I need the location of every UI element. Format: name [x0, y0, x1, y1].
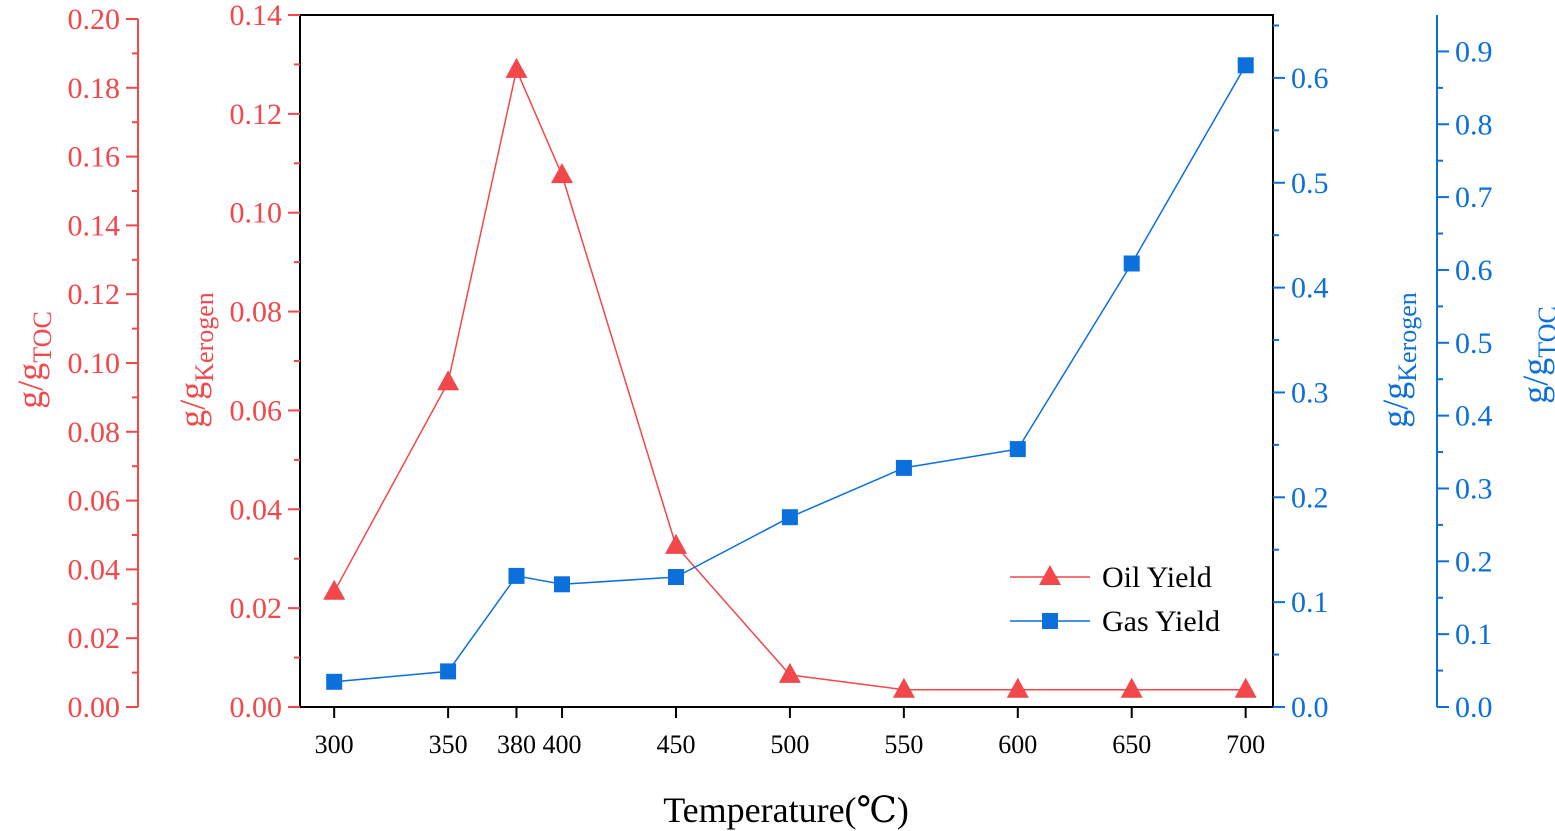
- plot-frame: [299, 14, 1274, 708]
- left-inner-y-axis-title-sub: Kerogen: [190, 292, 219, 382]
- left-outer-y-axis: 0.00 0.02 0.04 0.06 0.08 0.10 0.12 0.14 0.16 0.18…: [68, 3, 139, 724]
- oil-yield-point: [551, 163, 573, 184]
- left-outer-y-axis-tick-label: 0.16: [68, 141, 121, 174]
- left-outer-y-axis-title-sub: TOC: [28, 311, 57, 363]
- left-inner-y-axis-tick-label: 0.12: [230, 98, 283, 131]
- left-inner-y-axis-title: g/gKerogen: [172, 292, 219, 428]
- oil-yield-point: [437, 370, 460, 391]
- left-inner-y-axis-tick-label: 0.06: [230, 394, 283, 427]
- right-outer-y-axis-title-sub: TOC: [1533, 306, 1555, 358]
- legend: Oil Yield Gas Yield: [1010, 561, 1220, 638]
- right-outer-y-axis-tick-label: 0.3: [1455, 472, 1493, 505]
- right-outer-y-axis-tick-label: 0.1: [1455, 618, 1493, 651]
- right-inner-y-axis-tick-label: 0.4: [1291, 272, 1329, 305]
- right-inner-y-axis-tick-label: 0.5: [1291, 167, 1329, 200]
- gas-yield-point: [326, 673, 343, 690]
- right-outer-y-axis: 0.0 0.1 0.2 0.3 0.4 0.5 0.6 0.7 0.8 0.9: [1436, 15, 1493, 724]
- right-outer-y-axis-tick-label: 0.2: [1455, 545, 1493, 578]
- oil-yield-point: [892, 677, 915, 698]
- right-inner-y-axis-tick-label: 0.2: [1291, 481, 1329, 514]
- right-inner-y-axis-title: g/gKerogen: [1375, 292, 1422, 428]
- right-inner-y-axis-tick-label: 0.1: [1291, 586, 1329, 619]
- oil-yield-point: [778, 662, 801, 683]
- left-inner-y-axis-tick-label: 0.08: [230, 296, 283, 329]
- gas-yield-point: [895, 459, 912, 476]
- series-layer: [323, 57, 1257, 698]
- left-outer-y-axis-tick-label: 0.20: [68, 3, 121, 36]
- x-axis: 300 350 380 400 450 500 550 600 650 700: [315, 707, 1265, 759]
- left-outer-y-axis-tick-label: 0.04: [68, 553, 121, 586]
- right-outer-y-axis-title-main: g/g: [1515, 358, 1555, 404]
- x-axis-tick-label: 450: [656, 730, 695, 759]
- x-axis-tick-label: 400: [543, 730, 582, 759]
- legend-oil-label: Oil Yield: [1102, 561, 1212, 594]
- right-inner-y-axis-title-main: g/g: [1375, 382, 1415, 428]
- gas-yield-point: [1237, 57, 1254, 74]
- x-axis-tick-label: 500: [770, 730, 809, 759]
- oil-yield-point: [505, 57, 528, 78]
- left-outer-y-axis-tick-label: 0.00: [68, 691, 121, 724]
- gas-yield-point: [508, 567, 525, 584]
- x-axis-tick-label: 650: [1112, 730, 1151, 759]
- right-inner-y-axis-tick-label: 0.0: [1291, 691, 1329, 724]
- oil-yield-point: [323, 579, 346, 600]
- gas-yield-point: [440, 663, 457, 680]
- right-outer-y-axis-title: g/gTOC: [1515, 306, 1555, 404]
- right-outer-y-axis-tick-label: 0.5: [1455, 327, 1493, 360]
- left-inner-y-axis-tick-label: 0.00: [230, 691, 283, 724]
- legend-oil-marker: [1039, 565, 1061, 585]
- oil-yield-point: [665, 533, 687, 554]
- left-outer-y-axis-tick-label: 0.08: [68, 416, 121, 449]
- left-inner-y-axis-tick-label: 0.14: [230, 0, 283, 32]
- right-outer-y-axis-tick-label: 0.7: [1455, 181, 1493, 214]
- left-inner-y-axis-tick-label: 0.02: [230, 592, 283, 625]
- x-axis-tick-label: 380: [497, 730, 536, 759]
- x-axis-tick-label: 550: [884, 730, 923, 759]
- right-inner-y-axis: 0.0 0.1 0.2 0.3 0.4 0.5 0.6: [1273, 24, 1329, 724]
- left-inner-y-axis-tick-label: 0.04: [230, 493, 283, 526]
- right-inner-y-axis-tick-label: 0.3: [1291, 376, 1329, 409]
- gas-yield-point: [668, 569, 684, 585]
- left-outer-y-axis-tick-label: 0.18: [68, 72, 121, 105]
- left-inner-y-axis-tick-label: 0.10: [230, 197, 283, 230]
- right-inner-y-axis-title-sub: Kerogen: [1393, 292, 1422, 382]
- left-outer-y-axis-title-main: g/g: [10, 363, 50, 409]
- oil-yield-point: [1120, 677, 1143, 698]
- left-outer-y-axis-tick-label: 0.12: [68, 278, 121, 311]
- left-inner-y-axis: 0.00 0.02 0.04 0.06 0.08 0.10 0.12 0.14: [230, 0, 300, 724]
- gas-yield-point: [554, 576, 570, 593]
- legend-gas-marker: [1042, 613, 1058, 629]
- x-axis-title: Temperature(℃): [663, 790, 909, 830]
- left-outer-y-axis-tick-label: 0.10: [68, 347, 121, 380]
- right-inner-y-axis-tick-label: 0.6: [1291, 62, 1329, 95]
- gas-yield-point: [1123, 255, 1140, 272]
- legend-gas-label: Gas Yield: [1102, 605, 1220, 638]
- oil-yield-series-line: [333, 67, 1246, 691]
- right-outer-y-axis-tick-label: 0.6: [1455, 254, 1493, 287]
- oil-yield-point: [1234, 677, 1257, 698]
- left-outer-y-axis-tick-label: 0.14: [68, 209, 121, 242]
- left-outer-y-axis-tick-label: 0.06: [68, 485, 121, 518]
- gas-yield-series-line: [334, 64, 1247, 683]
- x-axis-tick-label: 600: [998, 730, 1037, 759]
- gas-yield-point: [781, 509, 798, 526]
- right-outer-y-axis-tick-label: 0.8: [1455, 108, 1493, 141]
- right-outer-y-axis-tick-label: 0.4: [1455, 400, 1493, 433]
- x-axis-tick-label: 300: [315, 730, 354, 759]
- gas-yield-point: [1009, 441, 1026, 458]
- x-axis-tick-label: 700: [1226, 730, 1265, 759]
- right-outer-y-axis-tick-label: 0.9: [1455, 35, 1493, 68]
- oil-yield-point: [1006, 677, 1029, 698]
- left-inner-y-axis-title-main: g/g: [172, 382, 212, 428]
- left-outer-y-axis-title: g/gTOC: [10, 311, 57, 409]
- x-axis-tick-label: 350: [429, 730, 468, 759]
- right-outer-y-axis-tick-label: 0.0: [1455, 691, 1493, 724]
- left-outer-y-axis-tick-label: 0.02: [68, 622, 121, 655]
